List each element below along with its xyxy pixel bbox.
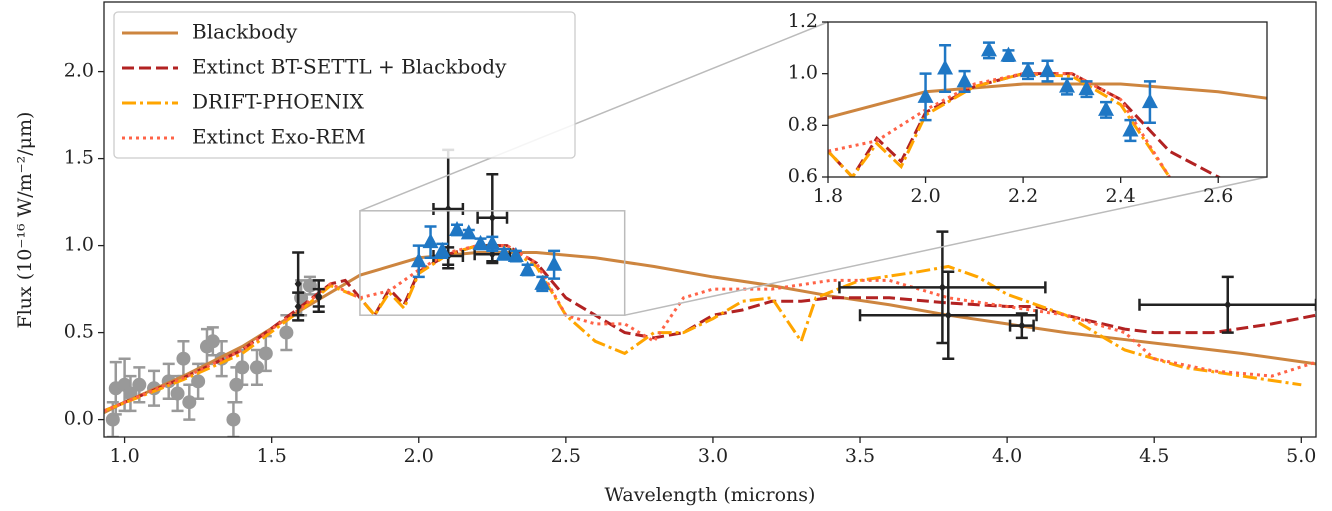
- data-point: [944, 310, 952, 320]
- data-point: [235, 360, 250, 375]
- data-point: [294, 302, 302, 311]
- data-point: [434, 241, 451, 257]
- data-point: [1000, 46, 1017, 62]
- data-point: [170, 386, 185, 401]
- axes-frame: [827, 21, 1268, 178]
- x-tick-label: 2.4: [1106, 185, 1136, 207]
- axes-frame: [103, 1, 1317, 438]
- data-point: [546, 255, 563, 271]
- data-point: [258, 346, 273, 361]
- data-point: [1039, 62, 1056, 78]
- model-line: [104, 244, 1302, 413]
- y-tick-label: 1.5: [64, 147, 94, 169]
- legend-label: Extinct BT-SETTL + Blackbody: [192, 55, 507, 79]
- x-axis-label: Wavelength (microns): [605, 484, 816, 506]
- data-point: [472, 234, 489, 250]
- y-tick-label: 1.2: [788, 10, 818, 32]
- data-point: [449, 220, 466, 236]
- data-point: [226, 412, 241, 427]
- data-point: [1141, 93, 1158, 109]
- data-point: [507, 247, 524, 263]
- x-tick-label: 3.5: [845, 445, 875, 467]
- data-point: [410, 252, 427, 268]
- data-point: [488, 213, 496, 223]
- data-point: [1059, 77, 1076, 93]
- x-tick-label: 2.6: [1203, 185, 1233, 207]
- x-tick-label: 4.0: [992, 445, 1022, 467]
- data-point: [938, 282, 946, 292]
- y-tick-label: 2.0: [64, 60, 94, 82]
- zoom-box: [359, 210, 626, 316]
- data-point: [1122, 121, 1139, 137]
- data-point: [191, 374, 206, 389]
- data-point: [315, 293, 323, 303]
- inset-plot-area: [828, 41, 1267, 177]
- data-point: [534, 274, 551, 290]
- data-point: [460, 224, 477, 240]
- data-point: [496, 245, 513, 261]
- data-point: [444, 204, 452, 214]
- data-point: [422, 233, 439, 249]
- data-point: [176, 351, 191, 366]
- data-point: [249, 360, 264, 375]
- data-point: [1224, 300, 1232, 310]
- x-tick-label: 2.5: [551, 445, 581, 467]
- y-tick-label: 1.0: [788, 62, 818, 84]
- data-point: [294, 279, 302, 289]
- y-tick-label: 1.0: [64, 234, 94, 256]
- data-point: [484, 234, 501, 250]
- legend-label: DRIFT-PHOENIX: [192, 90, 365, 114]
- y-tick-label: 0.6: [788, 165, 818, 187]
- data-point: [519, 260, 536, 276]
- data-point: [1018, 321, 1026, 331]
- zoom-connector: [624, 176, 1268, 316]
- y-tick-label: 0.0: [64, 408, 94, 430]
- data-point: [182, 395, 197, 410]
- legend-box: [113, 11, 576, 159]
- data-point: [205, 334, 220, 349]
- y-tick-label: 0.5: [64, 321, 94, 343]
- data-point: [1098, 100, 1115, 116]
- data-point: [1078, 80, 1095, 96]
- data-point: [980, 41, 997, 57]
- x-tick-label: 2.2: [1008, 185, 1038, 207]
- data-point: [917, 87, 934, 103]
- legend-label: Extinct Exo-REM: [192, 125, 366, 149]
- data-point: [1019, 62, 1036, 78]
- x-tick-label: 4.5: [1139, 445, 1169, 467]
- legend-label: Blackbody: [192, 20, 298, 44]
- x-tick-label: 1.0: [109, 445, 139, 467]
- y-axis-label: Flux (10⁻¹⁶ W/m⁻²/μm): [14, 112, 36, 329]
- x-tick-label: 2.0: [404, 445, 434, 467]
- zoom-connector: [359, 21, 829, 212]
- data-point: [279, 325, 294, 340]
- data-point: [956, 72, 973, 88]
- x-tick-label: 5.0: [1286, 445, 1316, 467]
- y-tick-label: 0.8: [788, 113, 818, 135]
- plot-area: [104, 148, 1316, 437]
- x-tick-label: 1.5: [257, 445, 287, 467]
- x-tick-label: 2.0: [910, 185, 940, 207]
- x-tick-label: 3.0: [698, 445, 728, 467]
- data-point: [105, 412, 120, 427]
- data-point: [132, 377, 147, 392]
- x-tick-label: 1.8: [813, 185, 843, 207]
- data-point: [937, 59, 954, 75]
